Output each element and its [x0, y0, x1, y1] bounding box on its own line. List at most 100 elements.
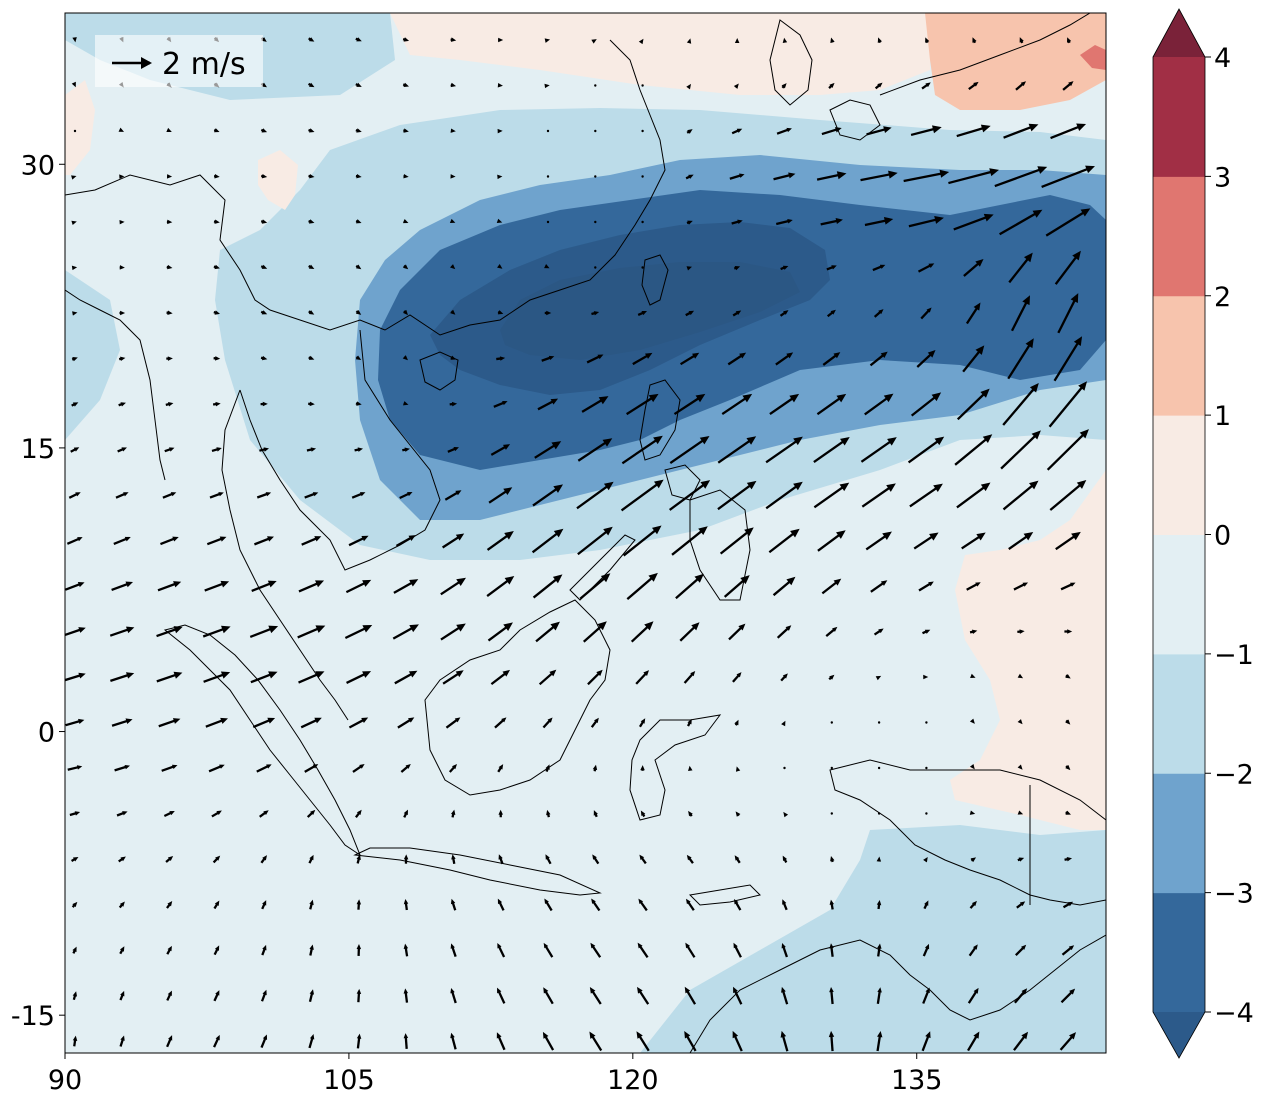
wind-arrow [259, 810, 269, 818]
wind-arrow [922, 987, 930, 1004]
wind-arrow [544, 310, 552, 316]
wind-arrow [821, 127, 842, 136]
wind-arrow [356, 988, 362, 1003]
wind-arrow [925, 37, 930, 44]
wind-arrow [451, 854, 456, 864]
wind-arrow [1041, 165, 1095, 188]
wind-arrow [688, 765, 693, 771]
y-tick-label: 30 [21, 150, 55, 181]
wind-arrow [908, 215, 944, 228]
wind-arrow [445, 717, 461, 729]
wind-arrow [1002, 480, 1039, 511]
wind-arrow [828, 674, 835, 681]
wind-arrow [641, 84, 644, 87]
wind-arrow [497, 987, 506, 1004]
wind-arrow [829, 899, 835, 910]
wind-arrow [1064, 857, 1073, 862]
wind-arrow [204, 580, 230, 592]
wind-arrow [735, 811, 741, 817]
wind-arrow [969, 764, 975, 770]
colorbar-extend-max [1153, 9, 1205, 57]
wind-arrow [352, 764, 365, 773]
wind-arrow [260, 355, 268, 361]
wind-arrow [907, 436, 945, 464]
wind-arrow [1055, 531, 1081, 551]
wind-arrow [212, 401, 221, 407]
wind-arrow [638, 718, 646, 728]
wind-arrow [493, 400, 508, 408]
wind-arrow [828, 82, 835, 89]
wind-arrow [213, 945, 220, 956]
wind-arrow [817, 530, 846, 552]
wind-arrow [166, 127, 172, 133]
wind-arrow [780, 265, 789, 271]
wind-arrow [118, 901, 125, 909]
wind-arrow [1065, 719, 1071, 725]
wind-arrow [261, 944, 267, 956]
wind-arrow [119, 265, 125, 270]
wind-arrow [213, 264, 220, 270]
wind-arrow [581, 396, 609, 413]
wind-arrow [71, 402, 79, 407]
wind-arrow [351, 492, 366, 499]
wind-arrow [781, 720, 786, 727]
contour-pos0-topleft [65, 80, 95, 175]
wind-arrow [440, 577, 466, 596]
wind-arrow [71, 175, 77, 180]
wind-arrow [783, 766, 786, 770]
wind-arrow [816, 393, 847, 416]
wind-arrow [876, 1031, 883, 1052]
coast-taiwan [641, 254, 669, 306]
wind-arrow [877, 812, 881, 815]
wind-arrow [830, 37, 835, 43]
wind-arrow [1010, 295, 1031, 332]
wind-arrow [308, 310, 315, 315]
wind-arrow [717, 480, 757, 511]
wind-arrow [448, 764, 457, 773]
wind-arrow [541, 355, 555, 362]
wind-arrow [213, 174, 220, 179]
quiver-key: 2 m/s [95, 35, 263, 87]
wind-arrow [402, 309, 409, 316]
wind-arrow [813, 482, 850, 509]
x-axis: 90 105 120 135 [48, 1053, 943, 1096]
wind-arrow [542, 717, 553, 729]
wind-arrow [209, 492, 224, 499]
wind-arrow [403, 988, 409, 1003]
x-tick-label: 105 [323, 1065, 375, 1096]
wind-arrow [402, 218, 409, 224]
wind-arrow [780, 1030, 789, 1052]
wind-arrow [256, 492, 272, 499]
wind-arrow [447, 447, 459, 453]
wind-arrow [393, 579, 419, 594]
contour-pos2-northeast [1080, 45, 1106, 70]
contour-neg4-core-inner [500, 262, 800, 360]
wind-arrow [450, 37, 457, 42]
wind-arrow [252, 717, 276, 729]
wind-arrow [348, 717, 369, 729]
wind-arrow [783, 811, 789, 818]
wind-arrow [591, 39, 597, 44]
map-frame [64, 12, 1107, 1054]
wind-arrow [259, 447, 270, 452]
wind-arrow [115, 492, 129, 499]
colorbar-band [1153, 773, 1205, 894]
wind-arrow [968, 944, 978, 957]
wind-arrow [731, 219, 743, 225]
wind-arrow [860, 437, 897, 463]
wind-arrow [355, 37, 362, 42]
wind-arrow [355, 82, 362, 87]
wind-arrow [925, 812, 928, 815]
wind-arrow [213, 1034, 220, 1048]
wind-arrow [589, 1031, 603, 1052]
wind-arrow [308, 989, 315, 1002]
wind-arrow [830, 856, 835, 863]
wind-arrow [162, 492, 177, 499]
wind-arrow [496, 1032, 506, 1051]
wind-arrow [260, 310, 268, 315]
wind-arrow [301, 536, 322, 546]
wind-arrow [830, 812, 833, 815]
wind-arrow [635, 670, 650, 685]
wind-arrow [402, 264, 409, 270]
wind-arrow [118, 356, 126, 362]
